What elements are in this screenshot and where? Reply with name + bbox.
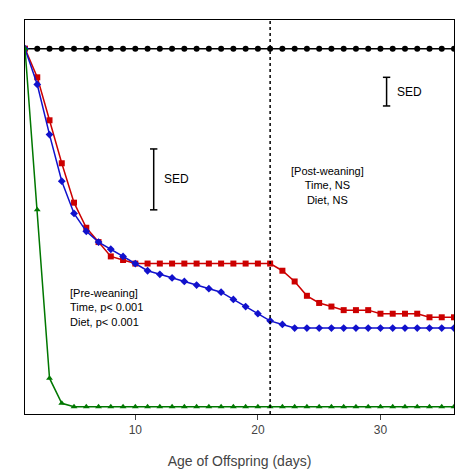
svg-text:[Pre-weaning]Time, p< 0.001Die: [Pre-weaning]Time, p< 0.001Diet, p< 0.00…	[70, 287, 143, 328]
svg-text:30: 30	[374, 423, 388, 437]
svg-text:Age of Offspring (days): Age of Offspring (days)	[168, 453, 312, 469]
svg-text:SED: SED	[397, 85, 422, 99]
svg-text:20: 20	[251, 423, 265, 437]
svg-text:10: 10	[129, 423, 143, 437]
svg-text:[Post-weaning]Time, NSDiet, NS: [Post-weaning]Time, NSDiet, NS	[291, 165, 364, 206]
svg-text:SED: SED	[164, 172, 189, 186]
